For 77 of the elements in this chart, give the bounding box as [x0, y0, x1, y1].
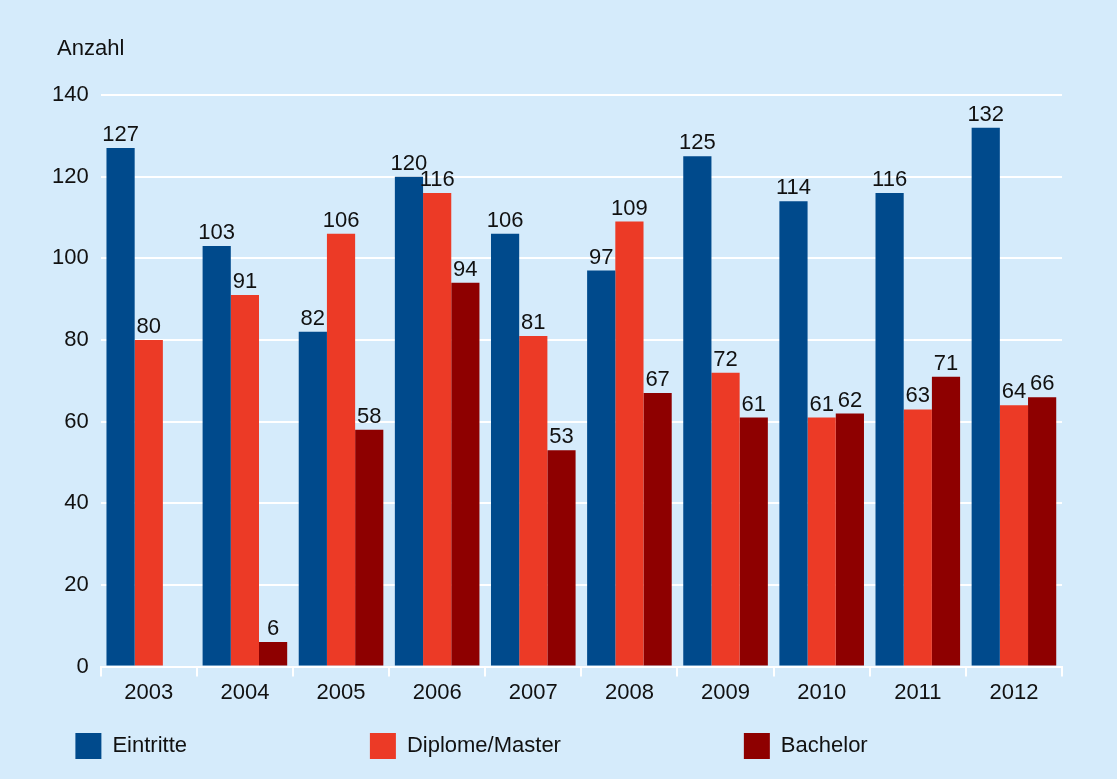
data-label: 66 — [1029, 370, 1055, 396]
bar — [903, 409, 932, 666]
data-label: 132 — [967, 100, 1005, 126]
x-tick-label: 2008 — [604, 678, 654, 704]
y-tick-label: 60 — [64, 407, 89, 433]
bar — [683, 156, 712, 666]
data-label: 103 — [198, 219, 236, 245]
x-tick-label: 2012 — [989, 678, 1039, 704]
bar — [202, 246, 231, 666]
bar — [587, 270, 616, 666]
bar — [643, 393, 672, 666]
bar — [298, 331, 327, 666]
data-label: 106 — [322, 206, 360, 232]
y-axis-title: Anzahl — [57, 35, 125, 60]
data-label: 116 — [872, 166, 908, 192]
bar — [423, 192, 452, 666]
x-tick-label: 2007 — [508, 678, 558, 704]
data-label: 63 — [905, 382, 931, 408]
data-label: 61 — [809, 390, 834, 416]
bar — [875, 192, 904, 666]
data-label: 114 — [775, 174, 812, 200]
bar — [230, 295, 259, 666]
data-label: 97 — [588, 243, 614, 269]
y-tick-label: 40 — [64, 489, 89, 515]
data-label: 82 — [300, 304, 326, 330]
bar — [835, 413, 864, 666]
data-label: 81 — [521, 308, 546, 334]
bar — [355, 429, 384, 666]
y-tick-label: 0 — [76, 652, 89, 678]
bar — [779, 201, 808, 666]
data-label: 127 — [102, 121, 139, 147]
y-tick-label: 120 — [51, 162, 89, 188]
bar — [106, 148, 135, 666]
bar — [547, 450, 576, 666]
bar — [807, 417, 836, 666]
bar — [739, 417, 768, 666]
bar — [326, 233, 356, 666]
data-label: 6 — [266, 615, 280, 641]
y-tick-label: 140 — [51, 81, 89, 107]
bar — [134, 339, 163, 666]
bar — [490, 233, 520, 666]
x-tick-label: 2006 — [412, 678, 462, 704]
bar — [1028, 397, 1057, 666]
data-label: 61 — [741, 390, 766, 416]
bar — [451, 282, 480, 666]
data-label: 72 — [713, 345, 738, 371]
data-label: 91 — [232, 268, 258, 294]
data-label: 64 — [1001, 378, 1027, 404]
data-label: 94 — [453, 255, 478, 281]
legend-label: Diplome/Master — [406, 732, 720, 758]
data-label: 58 — [356, 402, 382, 428]
bar — [711, 372, 740, 666]
bar — [519, 335, 548, 666]
bar — [971, 127, 1000, 666]
x-tick-label: 2004 — [220, 678, 270, 704]
data-label: 67 — [645, 366, 670, 392]
x-tick-label: 2010 — [797, 678, 847, 704]
y-tick-label: 80 — [64, 326, 89, 352]
data-label: 53 — [549, 423, 574, 449]
legend-label: Eintritte — [112, 732, 346, 758]
bar — [615, 221, 644, 666]
x-tick-label: 2009 — [701, 678, 751, 704]
data-label: 125 — [678, 129, 716, 155]
y-tick-label: 20 — [64, 571, 89, 597]
legend-label: Bachelor — [780, 732, 1027, 758]
x-tick-label: 2011 — [894, 678, 942, 704]
data-label: 106 — [486, 206, 524, 232]
data-label: 71 — [933, 349, 959, 375]
data-label: 109 — [611, 194, 648, 220]
bar — [931, 376, 961, 666]
x-tick-label: 2003 — [124, 678, 174, 704]
data-label: 80 — [136, 313, 162, 339]
bar — [999, 405, 1029, 666]
bar — [259, 642, 288, 666]
x-tick-label: 2005 — [316, 678, 366, 704]
data-label: 62 — [837, 386, 863, 412]
y-tick-label: 100 — [51, 244, 89, 270]
